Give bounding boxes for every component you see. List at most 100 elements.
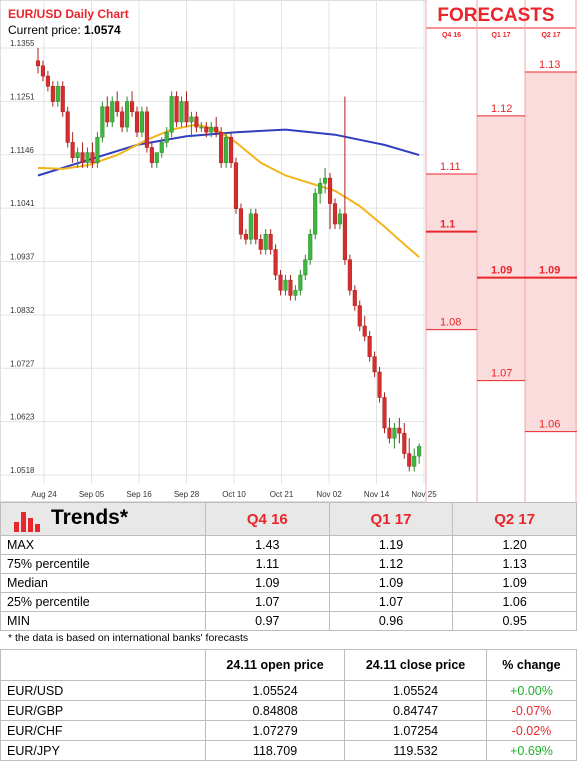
candle-body: [224, 137, 229, 164]
candle-body: [318, 182, 323, 194]
candle-body: [278, 274, 283, 291]
candle: [402, 422, 407, 459]
trends-cell: 0.95: [452, 611, 577, 631]
candle: [352, 285, 357, 311]
x-tick-label: Sep 28: [174, 490, 200, 499]
trends-cell: 1.09: [328, 573, 454, 593]
candle: [149, 142, 154, 168]
candle: [233, 157, 239, 214]
y-tick-label: 1.0727: [10, 359, 35, 368]
candle: [328, 172, 333, 230]
candle-body: [412, 455, 417, 467]
candle-body: [293, 290, 298, 296]
currency-pairs-table: 24.11 open price 24.11 close price % cha…: [0, 649, 578, 761]
forecast-level-label: 1.11: [440, 161, 461, 173]
pairs-row-eurjpy: EUR/JPY 118.709 119.532 +0.69%: [0, 740, 578, 761]
candle: [248, 208, 253, 245]
x-axis-ticks: Aug 24 Sep 05 Sep 16 Sep 28 Oct 10 Oct 21 Nov …: [31, 490, 437, 499]
candle-body: [243, 233, 248, 240]
pct-change: +0.69%: [485, 740, 578, 761]
candle: [60, 81, 65, 117]
trends-col-q2-17: Q2 17: [452, 502, 577, 536]
trends-row-label: 75% percentile: [0, 554, 206, 574]
trends-row-25: 25% percentile 1.07 1.07 1.06: [0, 592, 577, 612]
candle: [337, 208, 342, 230]
trends-row-label: Median: [0, 573, 206, 593]
candle: [283, 275, 288, 296]
trends-cell: 1.09: [452, 573, 577, 593]
candle-body: [149, 147, 154, 164]
trends-cell: 1.07: [328, 592, 454, 612]
candle-body: [95, 137, 100, 164]
candle-body: [229, 137, 234, 164]
close-price: 119.532: [344, 740, 487, 761]
y-tick-label: 1.0518: [10, 466, 35, 475]
candle-body: [45, 75, 50, 87]
forecast-band: [525, 71, 577, 432]
trends-cell: 1.19: [328, 535, 454, 555]
candle: [347, 254, 352, 296]
open-price: 1.05524: [204, 680, 346, 701]
candle: [75, 147, 80, 168]
candle: [392, 422, 397, 449]
candle-body: [105, 106, 110, 123]
candle-body: [367, 335, 372, 357]
candle-body: [209, 126, 214, 133]
candle-body: [75, 152, 80, 158]
candle-body: [164, 131, 169, 143]
candle-body: [342, 213, 347, 260]
candle: [174, 91, 179, 128]
candle-body: [303, 259, 308, 276]
candle-body: [169, 96, 174, 133]
candle-body: [50, 86, 55, 102]
pairs-row-eurusd: EUR/USD 1.05524 1.05524 +0.00%: [0, 680, 578, 701]
candle-body: [189, 116, 194, 123]
trends-row-median: Median 1.09 1.09 1.09: [0, 573, 577, 593]
candle-body: [402, 432, 407, 454]
candle-body: [219, 131, 224, 164]
forecast-level-label: 1.07: [491, 368, 512, 380]
trends-cell: 1.12: [328, 554, 454, 574]
pair-name: EUR/USD: [0, 680, 206, 701]
close-price: 0.84747: [344, 700, 487, 721]
pairs-row-eurchf: EUR/CHF 1.07279 1.07254 -0.02%: [0, 720, 578, 741]
candle: [303, 254, 308, 281]
trends-row-label: 25% percentile: [0, 592, 206, 612]
y-tick-label: 1.0937: [10, 253, 35, 262]
y-tick-label: 1.0832: [10, 306, 35, 315]
candle-body: [308, 233, 313, 260]
trends-cell: 1.11: [205, 554, 330, 574]
trends-row-label: MAX: [0, 535, 206, 555]
candle: [194, 111, 199, 133]
forecast-panel: Q4 16 Q1 17 Q2 17 1.11 1.1 1.08 1.12 1.09 1.07 1.…: [425, 0, 577, 502]
candle: [342, 96, 347, 265]
candle-body: [154, 152, 159, 164]
candle: [189, 111, 194, 138]
candle-body: [214, 126, 219, 133]
forecasts-title: FORECASTS: [437, 5, 554, 26]
candle: [243, 229, 248, 245]
candle: [50, 81, 55, 107]
candle: [85, 147, 90, 168]
candle-body: [298, 274, 303, 291]
candle-body: [407, 453, 412, 467]
forecast-level-label: 1.06: [539, 419, 560, 431]
candle: [100, 101, 105, 143]
candle: [357, 300, 362, 332]
candle-body: [179, 101, 184, 123]
candle-body: [120, 111, 125, 128]
candle: [219, 127, 224, 168]
candle: [397, 417, 402, 444]
pairs-row-eurgbp: EUR/GBP 0.84808 0.84747 -0.07%: [0, 700, 578, 721]
forecast-col-label: Q1 17: [491, 32, 510, 39]
open-price: 118.709: [204, 740, 346, 761]
candle-body: [184, 101, 189, 123]
candle-body: [352, 290, 357, 306]
candle-body: [337, 213, 342, 225]
candle: [90, 142, 95, 168]
candle: [199, 121, 204, 133]
candle: [105, 96, 110, 128]
trends-col-q4-16: Q4 16: [205, 502, 330, 536]
candle: [204, 121, 209, 138]
close-price: 1.07254: [344, 720, 487, 741]
